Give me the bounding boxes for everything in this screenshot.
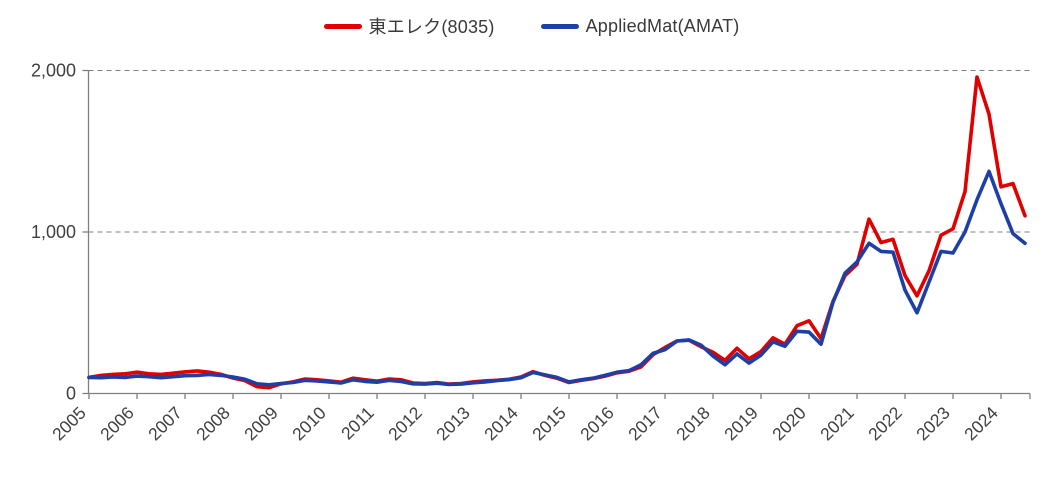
x-tick-label: 2006 xyxy=(96,403,138,445)
x-tick-label: 2007 xyxy=(144,403,186,445)
legend-item-applied-materials: AppliedMat(AMAT) xyxy=(540,15,740,37)
x-tick-label: 2023 xyxy=(912,403,954,445)
legend-item-tokyo-electron: 東エレク(8035) xyxy=(323,13,495,39)
x-tick-label: 2012 xyxy=(384,403,426,445)
x-tick-label: 2017 xyxy=(624,403,666,445)
y-tick-label: 2,000 xyxy=(31,61,76,81)
legend-label-applied-materials: AppliedMat(AMAT) xyxy=(585,15,740,36)
legend-swatch-blue xyxy=(540,23,579,29)
series-line-applied-materials xyxy=(87,169,1027,387)
x-tick-label: 2018 xyxy=(672,403,714,445)
y-tick-label: 1,000 xyxy=(31,222,76,242)
x-tick-label: 2016 xyxy=(576,403,618,445)
legend-label-tokyo-electron: 東エレク(8035) xyxy=(368,17,495,37)
x-tick-label: 2014 xyxy=(480,403,522,445)
x-tick-label: 2021 xyxy=(816,403,858,445)
x-tick-label: 2020 xyxy=(768,403,810,445)
chart-legend: 東エレク(8035) AppliedMat(AMAT) xyxy=(0,13,1063,39)
x-tick-label: 2009 xyxy=(240,403,282,445)
x-tick-label: 2019 xyxy=(720,403,762,445)
x-tick-label: 2008 xyxy=(192,403,234,445)
x-tick-label: 2010 xyxy=(288,403,330,445)
y-tick-label: 0 xyxy=(66,384,76,404)
x-tick-label: 2022 xyxy=(864,403,906,445)
x-tick-label: 2005 xyxy=(48,403,90,445)
x-tick-label: 2013 xyxy=(432,403,474,445)
x-tick-label: 2024 xyxy=(960,403,1002,445)
x-tick-label: 2015 xyxy=(528,403,570,445)
x-tick-label: 2011 xyxy=(337,403,378,444)
legend-swatch-red xyxy=(323,23,362,29)
